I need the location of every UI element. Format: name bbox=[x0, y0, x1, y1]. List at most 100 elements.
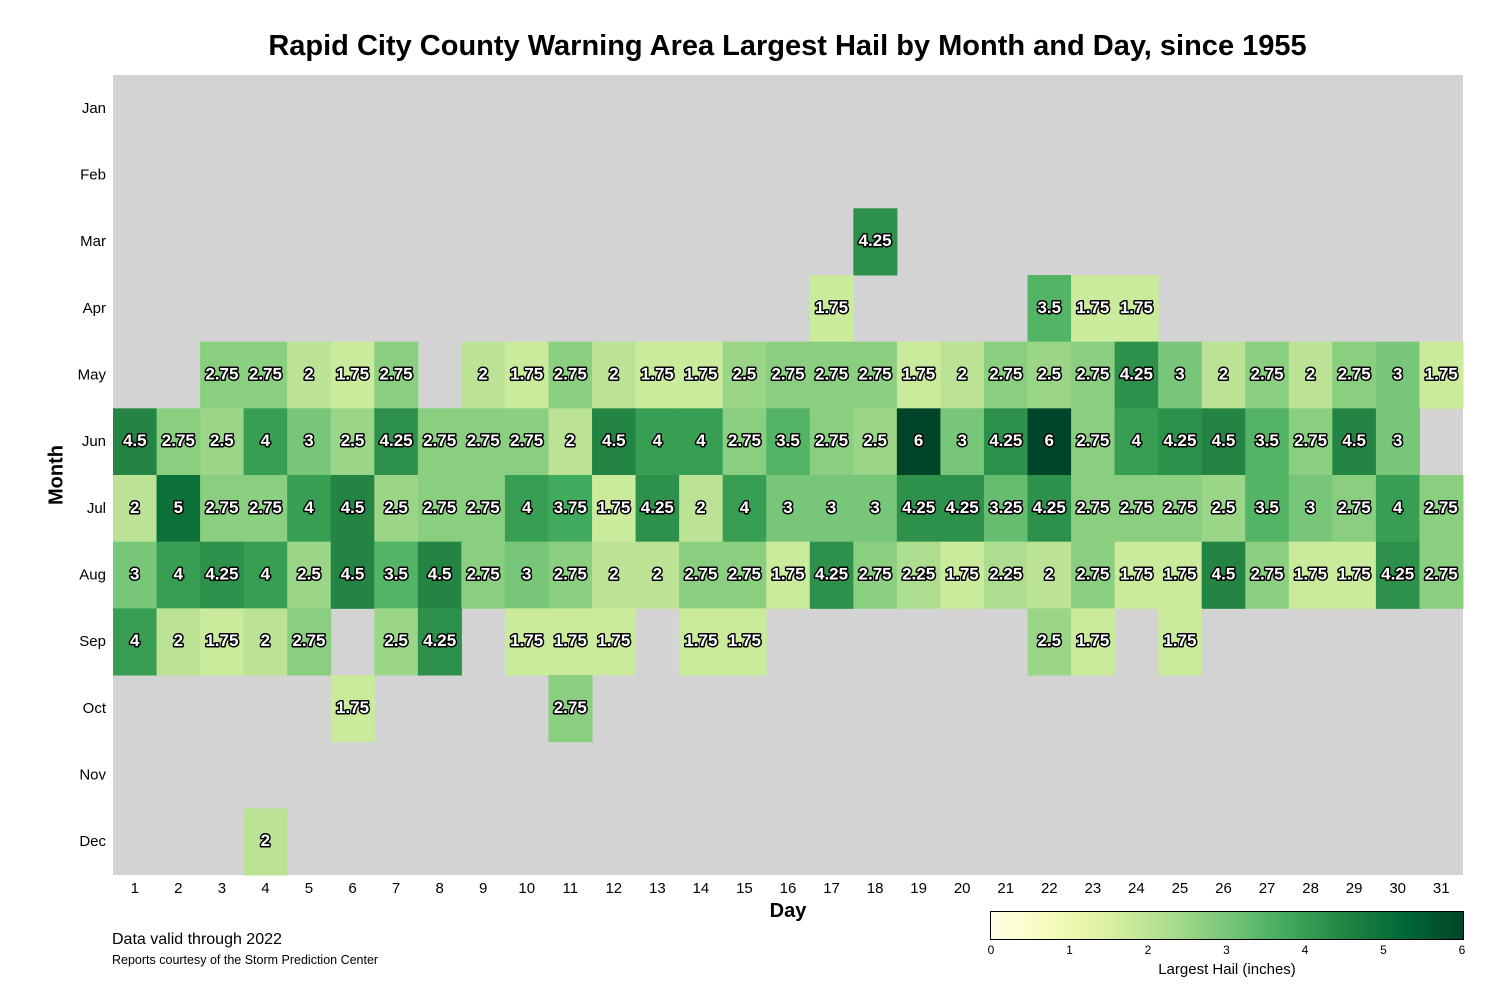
heatmap-cell bbox=[113, 408, 158, 476]
heatmap-cell bbox=[548, 608, 593, 676]
cell-value-label: 2.75 bbox=[1076, 498, 1109, 517]
cell-value-label: 4.5 bbox=[1212, 565, 1236, 584]
heatmap-cell bbox=[635, 475, 680, 543]
x-tick-label: 23 bbox=[1084, 880, 1101, 897]
cell-value-label: 1.75 bbox=[1294, 565, 1327, 584]
cell-value-label: 6 bbox=[1045, 431, 1054, 450]
heatmap-cell bbox=[809, 475, 854, 543]
heatmap-cell bbox=[1071, 475, 1116, 543]
x-tick-label: 28 bbox=[1302, 880, 1319, 897]
heatmap-cell bbox=[200, 475, 245, 543]
x-tick-label: 19 bbox=[910, 880, 927, 897]
heatmap-cell bbox=[722, 341, 767, 409]
cell-value-label: 1.75 bbox=[946, 565, 979, 584]
x-tick-label: 13 bbox=[649, 880, 666, 897]
heatmap-cell bbox=[548, 475, 593, 543]
cell-value-label: 2.75 bbox=[467, 431, 500, 450]
x-tick-label: 12 bbox=[605, 880, 622, 897]
cell-value-label: 2.75 bbox=[554, 365, 587, 384]
x-tick-label: 25 bbox=[1172, 880, 1189, 897]
y-tick-label: Nov bbox=[79, 767, 106, 784]
cell-value-label: 4.25 bbox=[859, 231, 892, 250]
x-tick-label: 31 bbox=[1433, 880, 1450, 897]
cell-value-label: 2.75 bbox=[1338, 365, 1371, 384]
heatmap-cell bbox=[1071, 408, 1116, 476]
cell-value-label: 2.75 bbox=[467, 565, 500, 584]
heatmap-cell bbox=[853, 341, 898, 409]
x-tick-label: 22 bbox=[1041, 880, 1058, 897]
heatmap-cell bbox=[896, 341, 941, 409]
cell-value-label: 1.75 bbox=[1120, 298, 1153, 317]
cell-value-label: 2.25 bbox=[902, 565, 935, 584]
cell-value-label: 2 bbox=[261, 831, 270, 850]
colorbar-ticks: 0 1 2 3 4 5 6 bbox=[988, 943, 1466, 957]
x-axis-label: Day bbox=[769, 900, 807, 922]
cell-value-label: 1.75 bbox=[1163, 565, 1196, 584]
heatmap-cell bbox=[1071, 275, 1116, 343]
heatmap-cell bbox=[374, 541, 419, 609]
heatmap-cell bbox=[940, 408, 985, 476]
y-tick-label: Oct bbox=[83, 700, 107, 717]
x-tick-label: 4 bbox=[261, 880, 269, 897]
cell-value-label: 3.5 bbox=[1037, 298, 1061, 317]
cell-value-label: 2.5 bbox=[210, 431, 234, 450]
heatmap-cell bbox=[113, 475, 158, 543]
heatmap-cell bbox=[635, 341, 680, 409]
y-tick-label: Feb bbox=[80, 167, 106, 184]
heatmap-cell bbox=[722, 608, 767, 676]
heatmap-cell bbox=[1419, 341, 1464, 409]
cell-value-label: 4 bbox=[696, 431, 706, 450]
cell-value-label: 2.75 bbox=[728, 565, 761, 584]
heatmap-cell-labels: 4.25 1.75 3.5 1.75 1.75 2.75 2.75 2 1.75 2.75 2 1.7… bbox=[121, 230, 1459, 852]
heatmap-cell bbox=[853, 475, 898, 543]
heatmap-cell bbox=[679, 475, 724, 543]
cell-value-label: 1.75 bbox=[815, 298, 848, 317]
cell-value-label: 2.75 bbox=[249, 498, 282, 517]
cell-value-label: 2.5 bbox=[733, 365, 757, 384]
heatmap-cell bbox=[1288, 341, 1333, 409]
cell-value-label: 2 bbox=[609, 365, 618, 384]
heatmap-cell bbox=[156, 475, 201, 543]
cell-value-label: 1.75 bbox=[336, 698, 369, 717]
x-tick-label: 9 bbox=[479, 880, 487, 897]
heatmap-cell bbox=[983, 408, 1029, 476]
heatmap-cell bbox=[809, 341, 854, 409]
colorbar-tick-label: 1 bbox=[1066, 943, 1073, 957]
cell-value-label: 1.75 bbox=[641, 365, 674, 384]
y-axis-label: Month bbox=[45, 445, 68, 505]
heatmap-cell bbox=[200, 541, 245, 609]
cell-value-label: 2.75 bbox=[1425, 498, 1458, 517]
cell-value-label: 2.75 bbox=[684, 565, 717, 584]
heatmap-cell bbox=[374, 608, 419, 676]
y-tick-labels: Jan Feb Mar Apr May Jun Jul Aug Sep Oct Nov Dec bbox=[78, 100, 107, 850]
cell-value-label: 2 bbox=[653, 565, 662, 584]
heatmap-cell bbox=[1114, 541, 1159, 609]
heatmap-cell bbox=[504, 608, 549, 676]
heatmap-cell bbox=[722, 541, 767, 609]
heatmap-cell bbox=[417, 475, 462, 543]
cell-value-label: 1.75 bbox=[1163, 631, 1196, 650]
cell-value-label: 3 bbox=[870, 498, 879, 517]
heatmap-cell bbox=[243, 608, 288, 676]
heatmap-cell bbox=[809, 541, 854, 609]
cell-value-label: 2.75 bbox=[1250, 565, 1283, 584]
x-tick-label: 20 bbox=[954, 880, 971, 897]
cell-value-label: 2.5 bbox=[341, 431, 365, 450]
x-tick-label: 10 bbox=[518, 880, 535, 897]
cell-value-label: 1.75 bbox=[336, 365, 369, 384]
heatmap-cell bbox=[1027, 608, 1072, 676]
cell-value-label: 2 bbox=[957, 365, 966, 384]
cell-value-label: 2.75 bbox=[380, 365, 413, 384]
heatmap-cell bbox=[1158, 408, 1203, 476]
heatmap-cell bbox=[1071, 541, 1116, 609]
heatmap-cell bbox=[374, 475, 419, 543]
heatmap-cell bbox=[243, 341, 288, 409]
x-tick-label: 26 bbox=[1215, 880, 1232, 897]
cell-value-label: 2.75 bbox=[467, 498, 500, 517]
cell-value-label: 2.75 bbox=[1338, 498, 1371, 517]
heatmap-cell bbox=[417, 608, 462, 676]
heatmap-cell bbox=[287, 341, 332, 409]
heatmap-cell bbox=[200, 341, 245, 409]
cell-value-label: 4.25 bbox=[1120, 365, 1153, 384]
heatmap-cell bbox=[766, 541, 811, 609]
